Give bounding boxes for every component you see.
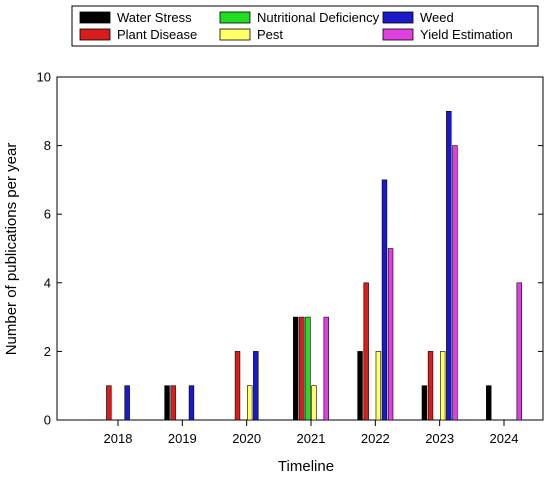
legend-swatch-water-stress bbox=[79, 11, 111, 24]
bar-yield-estimation-2021 bbox=[323, 316, 329, 421]
bar-plant-disease-2022 bbox=[363, 282, 369, 421]
x-tick-label: 2021 bbox=[297, 431, 326, 446]
y-tick-label: 0 bbox=[44, 413, 51, 428]
bar-water-stress-2022 bbox=[357, 351, 363, 421]
legend-swatch-yield-estimation bbox=[382, 28, 414, 41]
legend-label-water-stress: Water Stress bbox=[117, 10, 192, 25]
x-tick-label: 2020 bbox=[232, 431, 261, 446]
bar-yield-estimation-2024 bbox=[516, 282, 522, 421]
x-tick-label: 2023 bbox=[425, 431, 454, 446]
bar-plant-disease-2020 bbox=[234, 351, 241, 421]
bar-water-stress-2021 bbox=[293, 316, 299, 421]
x-tick-label: 2018 bbox=[104, 431, 133, 446]
bar-nutritional-deficiency-2021 bbox=[305, 316, 311, 421]
bar-weed-2020 bbox=[253, 351, 259, 421]
y-tick-label: 10 bbox=[37, 70, 51, 85]
bar-weed-2018 bbox=[124, 385, 130, 421]
y-tick-label: 6 bbox=[44, 207, 51, 222]
bar-pest-2022 bbox=[375, 351, 382, 421]
bar-water-stress-2019 bbox=[164, 385, 170, 421]
bar-yield-estimation-2023 bbox=[452, 145, 458, 421]
legend-label-pest: Pest bbox=[257, 27, 283, 42]
legend-swatch-pest bbox=[219, 28, 251, 41]
bar-plant-disease-2019 bbox=[170, 385, 176, 421]
bar-yield-estimation-2022 bbox=[387, 248, 394, 421]
bar-water-stress-2023 bbox=[421, 385, 428, 421]
y-tick-label: 4 bbox=[44, 275, 51, 290]
legend: Water Stress Plant Disease Nutritional Def… bbox=[71, 5, 539, 47]
bar-pest-2023 bbox=[440, 351, 446, 421]
legend-label-nutritional-deficiency: Nutritional Deficiency bbox=[257, 10, 380, 25]
bar-weed-2022 bbox=[381, 179, 388, 421]
legend-label-yield-estimation: Yield Estimation bbox=[420, 27, 513, 42]
bar-plant-disease-2021 bbox=[299, 316, 305, 421]
legend-label-weed: Weed bbox=[420, 10, 454, 25]
x-tick-label: 2019 bbox=[168, 431, 197, 446]
bar-plant-disease-2023 bbox=[427, 351, 434, 421]
legend-box bbox=[71, 5, 539, 47]
bar-weed-2019 bbox=[188, 385, 195, 421]
legend-label-plant-disease: Plant Disease bbox=[117, 27, 197, 42]
bar-plant-disease-2018 bbox=[106, 385, 112, 421]
x-tick-label: 2022 bbox=[361, 431, 390, 446]
x-tick-label: 2024 bbox=[490, 431, 519, 446]
axes-group: 0 2 4 6 8 10 2018 2019 2020 2021 2022 2023 2024 bbox=[37, 70, 543, 446]
bar-water-stress-2024 bbox=[486, 385, 492, 421]
x-axis-title: Timeline bbox=[278, 458, 334, 475]
y-tick-label: 2 bbox=[44, 344, 51, 359]
legend-swatch-weed bbox=[382, 11, 414, 24]
bar-pest-2021 bbox=[311, 385, 317, 421]
bar-pest-2020 bbox=[247, 385, 253, 421]
bar-weed-2023 bbox=[446, 111, 452, 421]
y-axis-title: Number of publications per year bbox=[3, 143, 20, 356]
legend-swatch-plant-disease bbox=[79, 28, 111, 41]
bars-group bbox=[106, 111, 522, 421]
y-tick-label: 8 bbox=[44, 138, 51, 153]
legend-swatch-nutritional-deficiency bbox=[219, 11, 251, 24]
